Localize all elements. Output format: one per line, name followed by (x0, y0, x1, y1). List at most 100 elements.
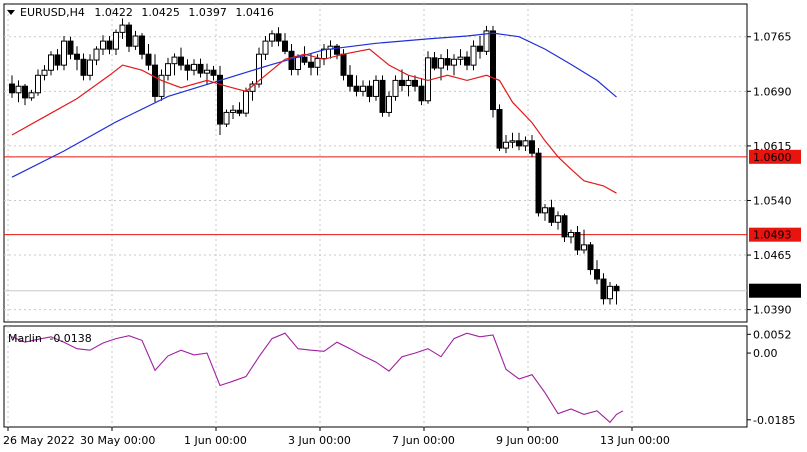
candle-body (217, 74, 223, 125)
candle-body (74, 53, 80, 60)
candle-body (48, 54, 54, 71)
candle-body (191, 63, 197, 71)
candle-body (438, 58, 444, 69)
time-tick-label: 3 Jun 00:00 (288, 434, 351, 447)
candle-body (587, 244, 594, 271)
candle-body (158, 74, 165, 97)
candle-body (230, 109, 236, 113)
candle-body (574, 231, 581, 251)
candle-body (275, 33, 282, 42)
candle-body (288, 50, 295, 70)
candle-body (314, 58, 321, 68)
price-tick-label: 1.0765 (753, 31, 792, 44)
time-tick-label: 1 Jun 00:00 (184, 434, 247, 447)
candle-body (243, 90, 249, 114)
candle-body (496, 109, 503, 149)
candle-body (431, 57, 438, 69)
candle-body (210, 69, 217, 76)
header-close: 1.0416 (235, 6, 274, 19)
candle-body (392, 79, 399, 97)
header-open: 1.0422 (94, 6, 133, 19)
time-tick-label: 26 May 2022 (3, 434, 75, 447)
collapse-triangle-icon[interactable] (7, 10, 15, 15)
candle-body (444, 58, 451, 66)
time-axis: 26 May 2022 30 May 00:00 1 Jun 00:00 3 Jun … (3, 427, 670, 447)
candle-body (132, 35, 139, 47)
candle-body (477, 45, 483, 52)
header-high: 1.0425 (141, 6, 180, 19)
candle-body (61, 40, 67, 66)
candle-body (321, 48, 327, 60)
oscillator-axis: 0.0052 0.00 -0.0185 (747, 328, 795, 427)
current-price-box (749, 283, 801, 298)
oscillator-tick-label: 0.00 (753, 347, 778, 360)
time-tick-label: 13 Jun 00:00 (600, 434, 670, 447)
candle-body (282, 40, 288, 52)
candle-body (41, 69, 48, 76)
candle-body (139, 35, 145, 55)
candle-body (490, 30, 496, 111)
candle-body (236, 109, 243, 114)
time-tick-label: 7 Jun 00:00 (392, 434, 455, 447)
candle-body (607, 285, 613, 300)
candle-body (197, 63, 204, 74)
oscillator-line (11, 332, 624, 424)
candle-body (178, 56, 184, 66)
candle-body (457, 56, 464, 60)
oscillator-current: -0.0138 (49, 332, 91, 345)
chart-header: EURUSD,H4 1.0422 1.0425 1.0397 1.0416 (20, 6, 274, 19)
candle-body (542, 207, 548, 214)
candle-body (80, 58, 87, 76)
candle-body (613, 285, 620, 292)
candle-body (9, 83, 15, 94)
time-tick-label: 30 May 00:00 (80, 434, 155, 447)
candle-body (334, 45, 340, 55)
candle-body (269, 33, 275, 42)
candle-body (340, 53, 347, 76)
candle-body (418, 85, 425, 102)
candle-body (555, 215, 561, 223)
candle-body (516, 140, 522, 147)
candle-body (353, 85, 360, 92)
candle-body (106, 40, 113, 50)
oscillator-plot-area[interactable] (3, 325, 748, 428)
candle-body (600, 278, 607, 300)
candle-body (386, 95, 392, 113)
header-symbol: EURUSD,H4 (20, 6, 85, 19)
candle-body (28, 92, 35, 99)
candle-body (295, 56, 301, 70)
candle-body (412, 79, 418, 87)
candle-body (67, 40, 74, 55)
candle-body (581, 244, 587, 251)
level-label: 1.0493 (753, 229, 792, 242)
candle-body (87, 59, 93, 76)
candle-body (113, 31, 119, 50)
candles (9, 18, 620, 305)
oscillator-name: Marlin (8, 332, 42, 345)
candle-body (568, 231, 574, 238)
candle-body (379, 79, 386, 113)
candle-body (522, 140, 529, 147)
header-low: 1.0397 (188, 6, 227, 19)
horizontal-levels[interactable]: 1.0600 1.0493 (4, 149, 801, 242)
candle-body (399, 79, 405, 87)
level-label: 1.0600 (753, 151, 792, 164)
candle-body (405, 79, 412, 87)
main-plot-area[interactable] (3, 3, 748, 323)
candle-body (100, 40, 106, 50)
candle-body (594, 269, 600, 280)
candle-body (165, 63, 171, 76)
candle-body (470, 45, 477, 66)
candle-body (119, 24, 126, 33)
candle-body (35, 74, 41, 94)
candle-body (15, 85, 22, 94)
candle-body (509, 140, 516, 143)
time-tick-label: 9 Jun 00:00 (496, 434, 559, 447)
candle-body (529, 140, 535, 154)
candle-body (561, 215, 568, 238)
candle-body (184, 64, 191, 71)
price-axis: 1.0765 1.0690 1.0615 1.0540 1.0465 1.0390 1.04… (747, 31, 801, 317)
candle-body (366, 85, 373, 97)
